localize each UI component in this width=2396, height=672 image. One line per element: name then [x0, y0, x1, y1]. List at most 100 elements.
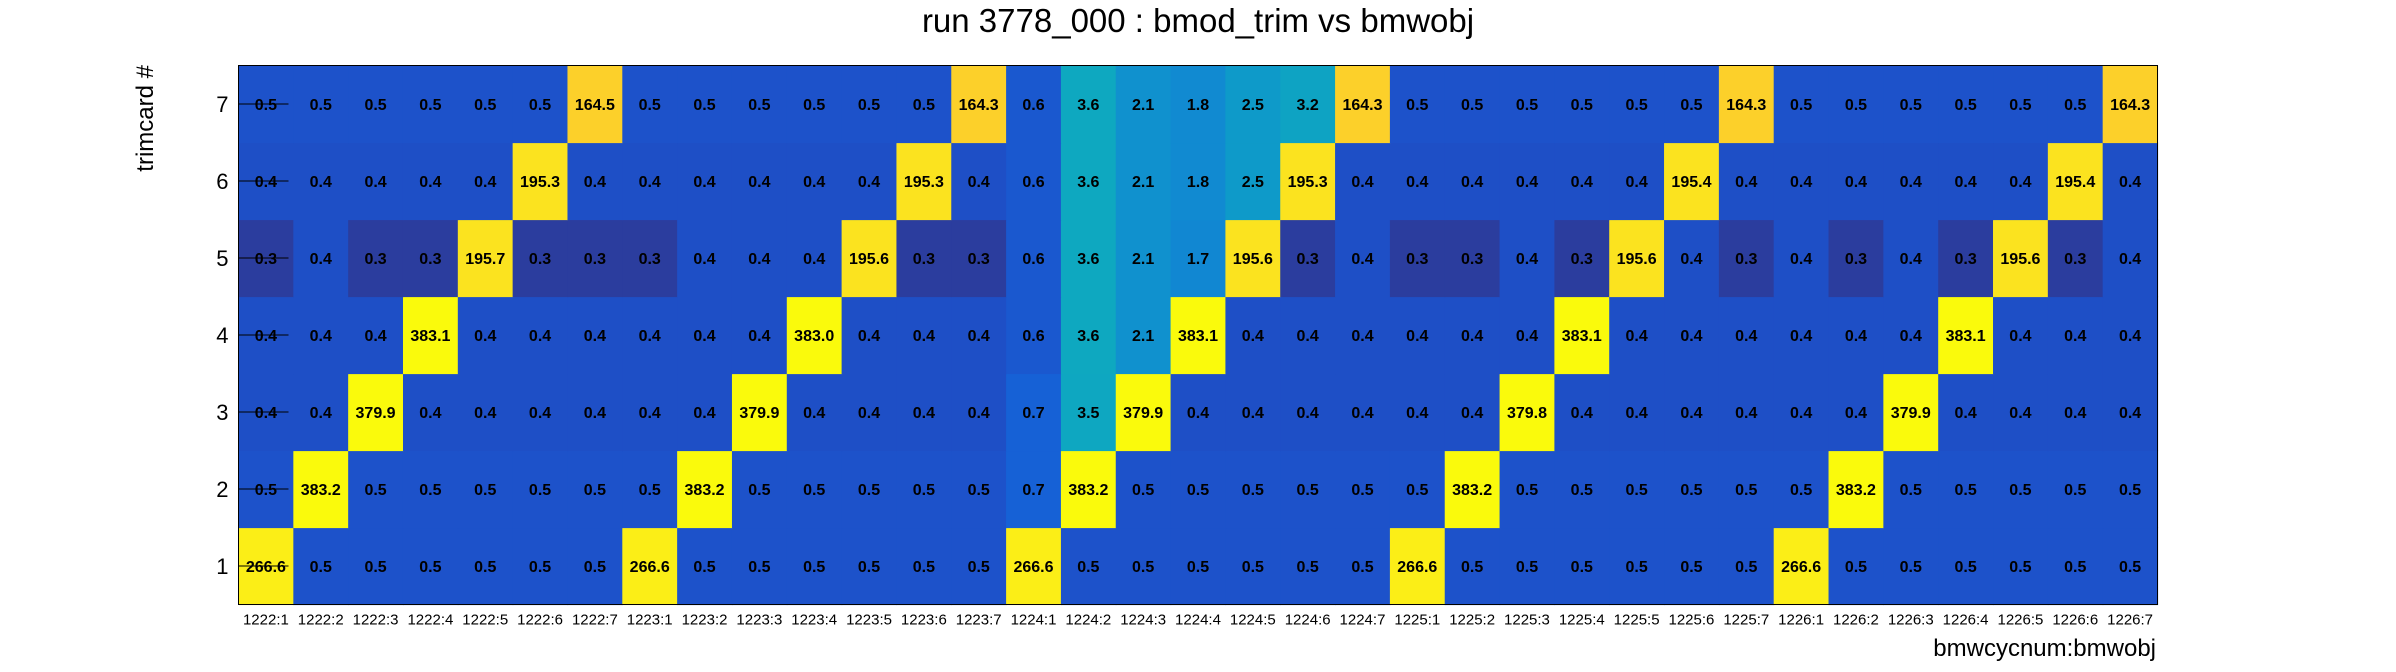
cell-value-label: 0.4	[803, 251, 825, 268]
cell-value-label: 3.6	[1077, 251, 1099, 268]
cell-value-label: 0.5	[255, 97, 277, 114]
cell-value-label: 0.6	[1022, 251, 1044, 268]
heatmap-cell	[1115, 450, 1172, 529]
cell-value-label: 0.4	[693, 174, 715, 191]
cell-value-label: 0.4	[1351, 251, 1373, 268]
heatmap-cell	[348, 296, 404, 375]
cell-value-label: 0.5	[474, 97, 496, 114]
heatmap-cell	[457, 450, 514, 529]
cell-value-label: 0.4	[584, 328, 606, 345]
cell-value-label: 0.5	[1790, 97, 1812, 114]
heatmap-cell	[2047, 219, 2104, 298]
cell-value-label: 0.5	[1571, 97, 1593, 114]
heatmap-cell	[1664, 296, 1720, 375]
heatmap-cell	[1225, 296, 1281, 375]
heatmap-cell	[1280, 142, 1336, 221]
cell-value-label: 0.5	[2064, 559, 2086, 576]
heatmap-cell	[677, 450, 733, 529]
cell-value-label: 0.5	[1077, 559, 1099, 576]
heatmap-cell	[622, 296, 678, 375]
heatmap-cell	[293, 450, 349, 529]
x-tick-label: 1223:7	[956, 612, 1002, 629]
x-tick-label: 1226:7	[2107, 612, 2153, 629]
cell-value-label: 0.4	[968, 174, 990, 191]
heatmap-cell	[841, 219, 898, 298]
heatmap-cell	[1554, 450, 1610, 529]
cell-value-label: 383.1	[1178, 328, 1218, 345]
cell-value-label: 0.4	[2009, 174, 2031, 191]
x-tick-label: 1226:6	[2052, 612, 2098, 629]
heatmap-cell	[677, 527, 733, 606]
heatmap-cell	[1938, 373, 1994, 452]
heatmap-cell	[951, 142, 1007, 221]
heatmap-cell	[1389, 450, 1446, 529]
cell-value-label: 0.4	[693, 405, 715, 422]
cell-value-label: 0.5	[1187, 482, 1209, 499]
cell-value-label: 0.5	[1516, 97, 1538, 114]
cell-value-label: 0.4	[310, 251, 332, 268]
x-tick-label: 1223:4	[791, 612, 837, 629]
heatmap-cell	[1006, 296, 1062, 375]
heatmap-cell	[1115, 65, 1172, 144]
heatmap-cell	[567, 450, 623, 529]
cell-value-label: 0.4	[419, 405, 441, 422]
cell-value-label: 379.9	[739, 405, 779, 422]
heatmap-cell	[1335, 296, 1391, 375]
cell-value-label: 0.3	[364, 251, 386, 268]
cell-value-label: 0.4	[364, 328, 386, 345]
heatmap-cell	[1060, 296, 1117, 375]
heatmap-cell	[402, 296, 459, 375]
heatmap-cell	[2102, 527, 2159, 606]
cell-value-label: 195.3	[1288, 174, 1328, 191]
cell-value-label: 0.5	[913, 559, 935, 576]
cell-value-label: 0.4	[1954, 174, 1976, 191]
heatmap-cell	[1773, 373, 1830, 452]
cell-value-label: 0.3	[419, 251, 441, 268]
heatmap-cell	[1389, 296, 1446, 375]
x-tick-label: 1226:3	[1888, 612, 1934, 629]
cell-value-label: 0.4	[1845, 405, 1867, 422]
cell-value-label: 195.3	[520, 174, 560, 191]
cell-value-label: 0.3	[639, 251, 661, 268]
heatmap-cell	[512, 527, 569, 606]
heatmap-cell	[1115, 296, 1172, 375]
heatmap-cell	[1060, 142, 1117, 221]
heatmap-cell	[896, 65, 952, 144]
cell-value-label: 0.5	[364, 97, 386, 114]
heatmap-cell	[1006, 142, 1062, 221]
cell-value-label: 0.6	[1022, 328, 1044, 345]
heatmap-cell	[1115, 527, 1172, 606]
cell-value-label: 0.4	[255, 328, 277, 345]
cell-value-label: 0.5	[2009, 559, 2031, 576]
x-tick-label: 1225:4	[1559, 612, 1605, 629]
cell-value-label: 0.5	[419, 97, 441, 114]
cell-value-label: 0.4	[803, 405, 825, 422]
cell-value-label: 0.5	[364, 559, 386, 576]
heatmap-cell	[402, 219, 459, 298]
heatmap-cell	[1773, 527, 1830, 606]
heatmap-cell	[348, 373, 404, 452]
cell-value-label: 0.5	[1626, 97, 1648, 114]
x-tick-label: 1222:6	[517, 612, 563, 629]
cell-value-label: 0.4	[1406, 405, 1428, 422]
cell-value-label: 0.4	[748, 174, 770, 191]
chart-title: run 3778_000 : bmod_trim vs bmwobj	[922, 2, 1474, 39]
heatmap-cell	[1225, 450, 1281, 529]
heatmap-cell	[841, 65, 898, 144]
cell-value-label: 164.3	[959, 97, 999, 114]
x-tick-label: 1224:4	[1175, 612, 1221, 629]
heatmap-cell	[1938, 450, 1994, 529]
cell-value-label: 195.6	[1617, 251, 1657, 268]
cell-value-label: 0.5	[1351, 559, 1373, 576]
heatmap-cell	[1773, 142, 1830, 221]
cell-value-label: 0.4	[529, 405, 551, 422]
x-tick-label: 1226:1	[1778, 612, 1824, 629]
cell-value-label: 0.5	[1680, 97, 1702, 114]
cell-value-label: 0.6	[1022, 174, 1044, 191]
cell-value-label: 0.4	[310, 405, 332, 422]
heatmap-cell	[1718, 296, 1775, 375]
heatmap-cell	[1006, 219, 1062, 298]
y-tick-label: 1	[216, 554, 228, 579]
cell-value-label: 0.4	[858, 328, 880, 345]
x-tick-label: 1222:4	[407, 612, 453, 629]
